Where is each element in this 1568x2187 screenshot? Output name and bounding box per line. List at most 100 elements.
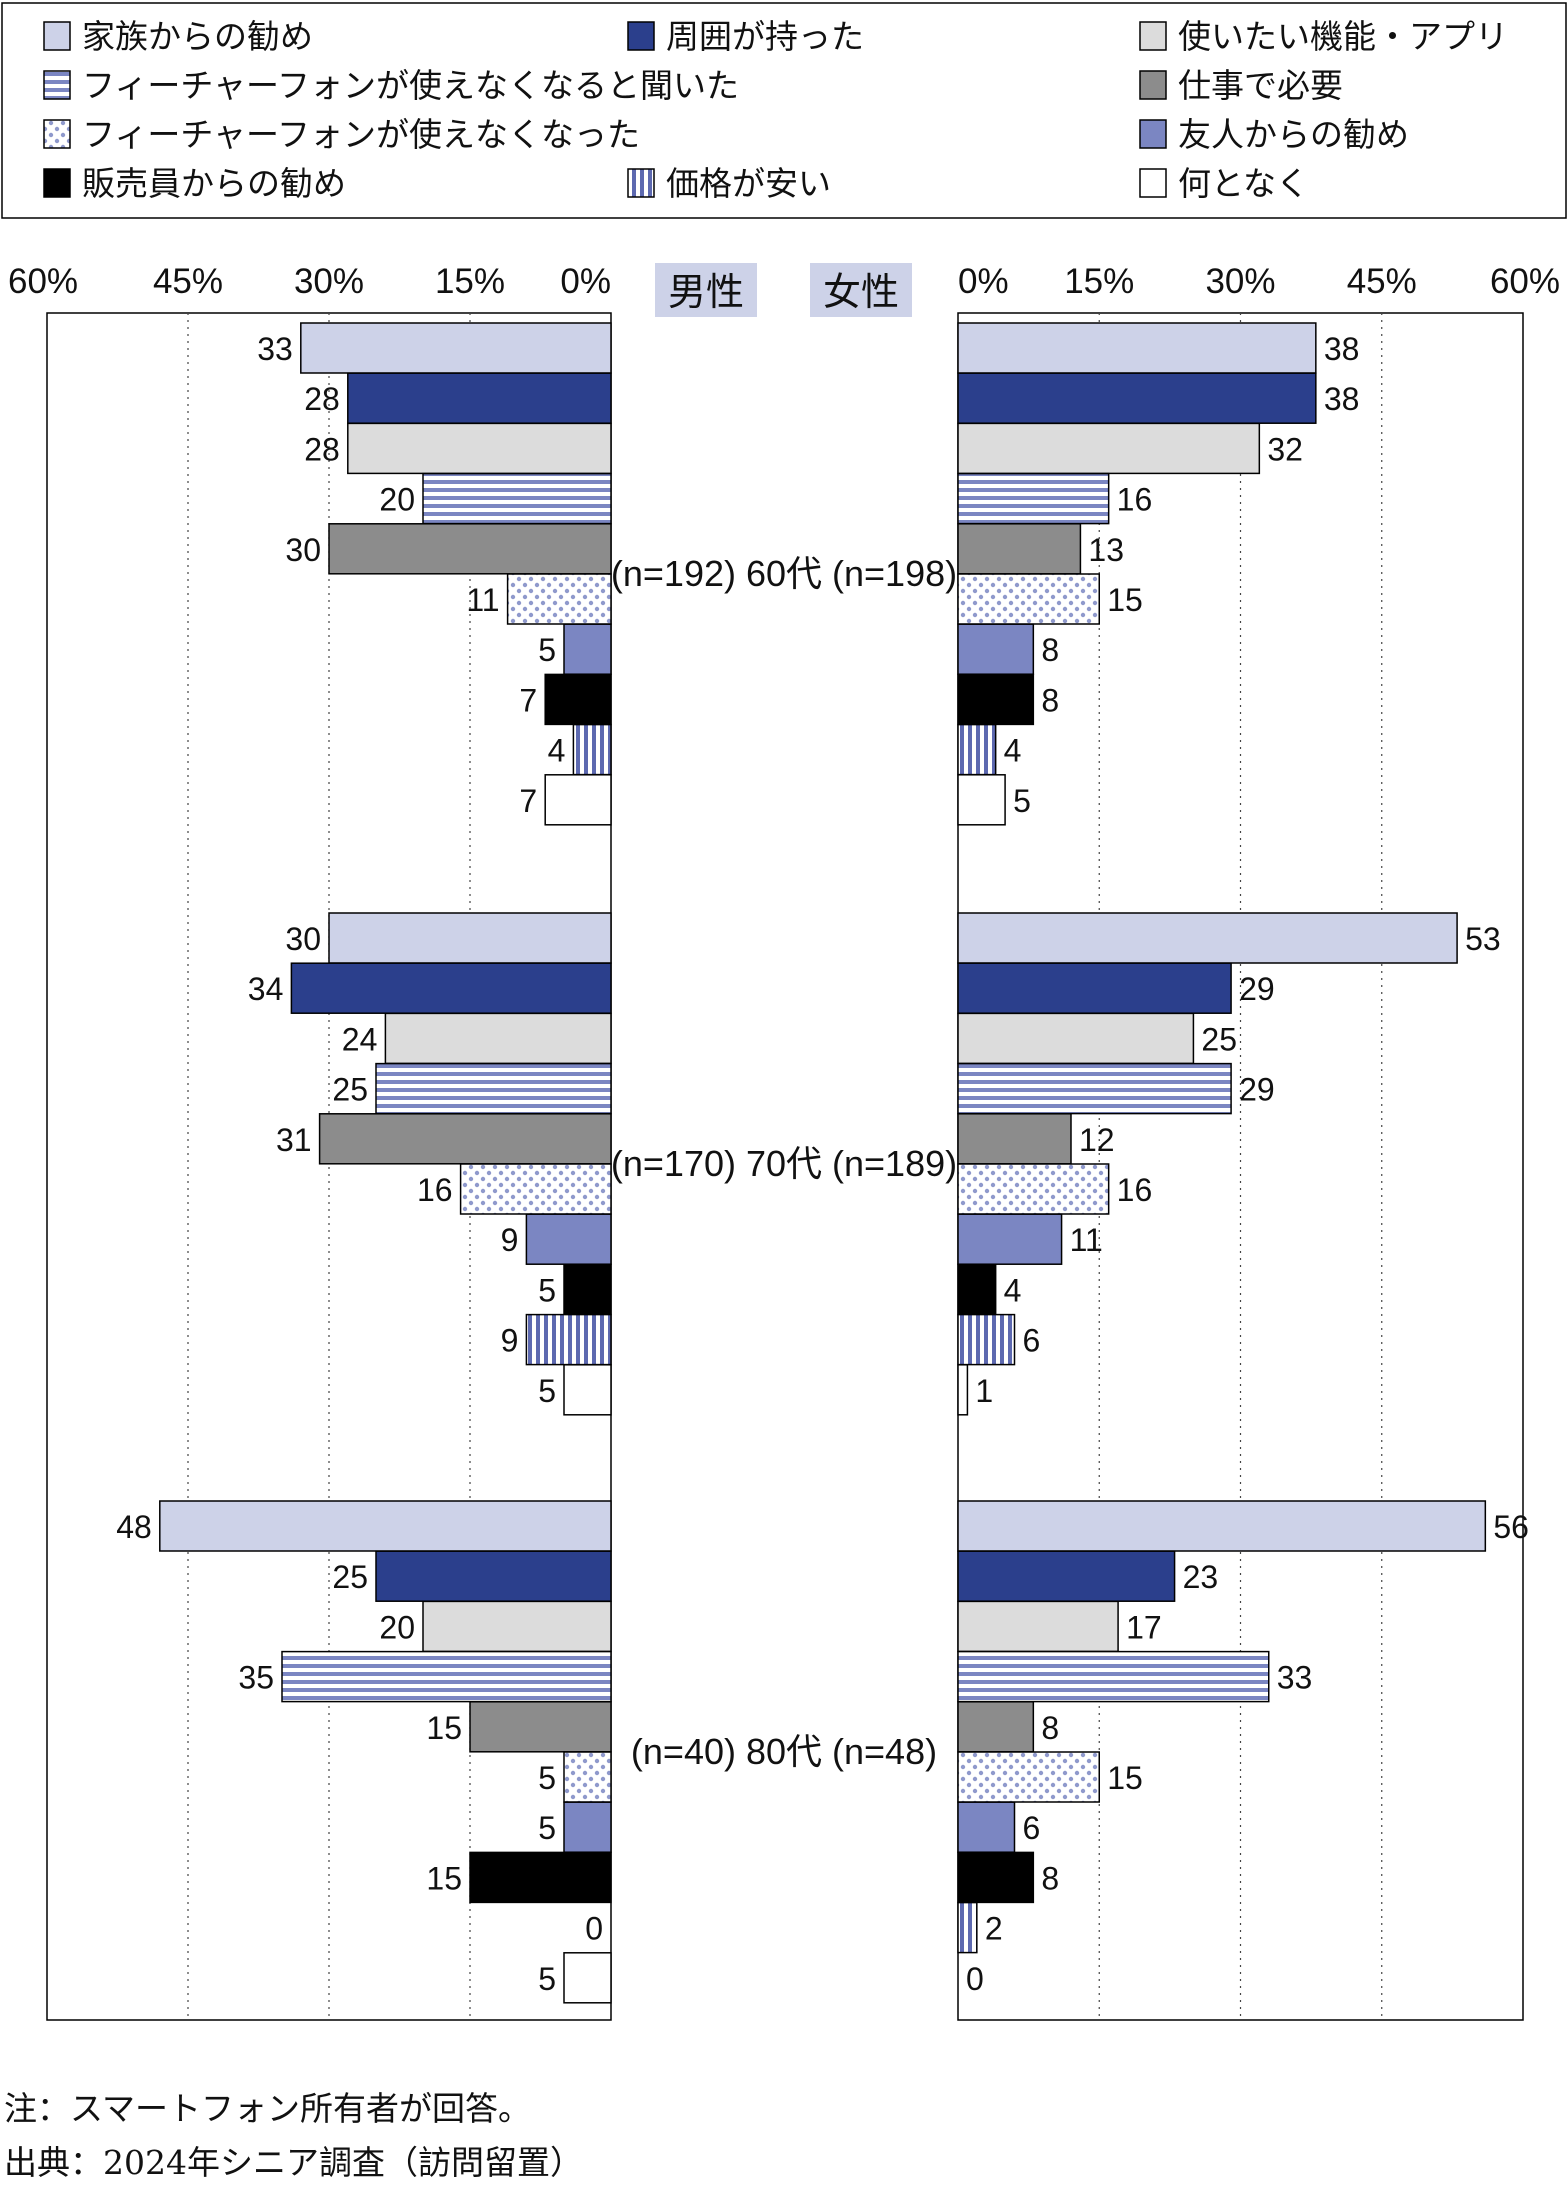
male-tick-label: 0%	[560, 262, 611, 301]
male-data-label: 9	[501, 1323, 519, 1359]
male-data-label: 20	[379, 482, 415, 518]
female-data-label: 17	[1126, 1609, 1162, 1645]
male-data-label: 28	[304, 431, 340, 467]
legend-label: 周囲が持った	[666, 17, 864, 56]
male-tick-label: 60%	[8, 262, 78, 301]
female-bar	[957, 523, 1082, 575]
male-data-label: 25	[332, 1559, 368, 1595]
female-bar	[957, 1263, 997, 1316]
age-group-label: (n=40) 80代 (n=48)	[631, 1731, 937, 1772]
male-bar	[290, 962, 612, 1014]
female-data-label: 6	[1023, 1810, 1041, 1846]
male-bar	[563, 1952, 612, 2004]
legend-swatch	[43, 70, 71, 100]
female-data-label: 8	[1041, 632, 1059, 668]
female-bar	[957, 1213, 1063, 1265]
female-bar	[957, 1364, 969, 1416]
legend-label: 家族からの勧め	[82, 17, 313, 56]
male-data-label: 5	[538, 1760, 556, 1796]
male-data-label: 11	[466, 582, 499, 618]
male-data-label: 7	[519, 682, 537, 718]
female-panel-label: 女性	[823, 270, 899, 314]
female-bar	[957, 912, 1458, 964]
female-bar	[957, 962, 1232, 1014]
female-data-label: 56	[1493, 1509, 1529, 1545]
bars: 33282820301157473838321613158845(n=192) …	[116, 322, 1529, 2004]
female-data-label: 4	[1004, 1272, 1022, 1308]
legend: 家族からの勧め 周囲が持った 使いたい機能・アプリフィーチャーフォンが使えなくなると…	[1, 2, 1567, 219]
male-bar	[525, 1313, 612, 1366]
female-data-label: 53	[1465, 921, 1501, 957]
female-data-label: 29	[1239, 971, 1275, 1007]
female-bar	[957, 1012, 1195, 1065]
female-data-label: 12	[1079, 1122, 1115, 1158]
female-data-label: 5	[1013, 783, 1031, 819]
female-data-label: 11	[1070, 1222, 1103, 1258]
female-bar	[957, 573, 1100, 625]
male-bar	[563, 1801, 612, 1853]
female-bar	[957, 1062, 1232, 1115]
male-bar	[318, 1113, 612, 1165]
female-data-label: 8	[1041, 1860, 1059, 1896]
legend-swatch	[1139, 21, 1167, 51]
legend-swatch	[1139, 119, 1167, 149]
female-bar	[957, 1851, 1035, 1904]
male-bar	[375, 1550, 612, 1602]
female-bar	[957, 472, 1110, 525]
female-bar	[957, 1650, 1270, 1703]
legend-label: 仕事で必要	[1178, 66, 1343, 105]
male-tick-label: 45%	[153, 262, 223, 301]
male-bar	[300, 322, 612, 374]
female-tick-label: 60%	[1490, 262, 1560, 301]
legend-swatch	[1139, 168, 1167, 198]
legend-label: 使いたい機能・アプリ	[1178, 17, 1508, 56]
female-bar	[957, 623, 1035, 675]
male-bar	[328, 523, 612, 575]
male-bar	[422, 1600, 612, 1653]
male-bar	[572, 723, 612, 776]
male-bar	[375, 1062, 612, 1115]
female-bar	[957, 774, 1006, 826]
chart-note: 注：スマートフォン所有者が回答。	[4, 2089, 532, 2128]
legend-frame	[1, 2, 1567, 219]
male-data-label: 7	[519, 783, 537, 819]
legend-swatch	[43, 119, 71, 149]
male-bar	[469, 1851, 612, 1904]
female-bar	[957, 1163, 1110, 1215]
female-bar	[957, 322, 1317, 374]
legend-swatch	[43, 21, 71, 51]
female-tick-label: 45%	[1347, 262, 1417, 301]
female-data-label: 6	[1023, 1323, 1041, 1359]
female-data-label: 32	[1267, 431, 1303, 467]
female-bar	[957, 1600, 1119, 1653]
female-bar	[957, 1113, 1072, 1165]
female-bar	[957, 1751, 1100, 1803]
female-data-label: 15	[1107, 1760, 1143, 1796]
male-data-label: 30	[285, 921, 321, 957]
male-data-label: 5	[538, 632, 556, 668]
male-bar	[159, 1500, 612, 1552]
male-panel-label: 男性	[668, 270, 744, 314]
male-bar	[328, 912, 612, 964]
legend-swatch	[627, 21, 655, 51]
male-data-label: 5	[538, 1961, 556, 1997]
male-data-label: 0	[585, 1911, 603, 1947]
female-bar	[957, 1801, 1016, 1853]
male-data-label: 35	[238, 1660, 274, 1696]
male-bar	[347, 422, 612, 475]
female-bar	[957, 1901, 978, 1954]
female-bar	[957, 422, 1261, 475]
male-data-label: 15	[426, 1710, 462, 1746]
female-label-box	[810, 263, 912, 317]
male-data-label: 30	[285, 532, 321, 568]
male-data-label: 5	[538, 1373, 556, 1409]
male-bar	[563, 623, 612, 675]
male-data-label: 16	[417, 1172, 453, 1208]
female-bar	[957, 1701, 1035, 1753]
female-bar	[957, 723, 997, 776]
male-bar	[544, 673, 612, 726]
legend-label: フィーチャーフォンが使えなくなった	[82, 115, 640, 154]
female-tick-label: 0%	[958, 262, 1009, 301]
legend-label: 価格が安い	[666, 164, 831, 203]
male-bar	[469, 1701, 612, 1753]
